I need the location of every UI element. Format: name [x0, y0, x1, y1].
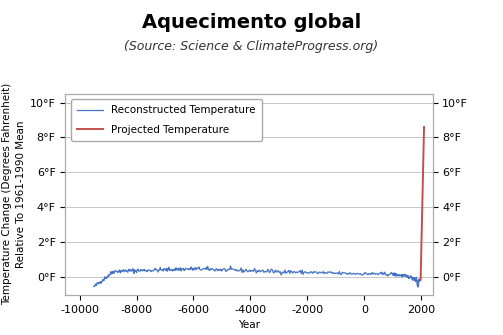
Projected Temperature	[417, 278, 424, 282]
Reconstructed Temperature	[177, 266, 183, 270]
Reconstructed Temperature	[417, 276, 424, 280]
Text: Aquecimento global: Aquecimento global	[142, 13, 361, 32]
Reconstructed Temperature	[411, 275, 417, 279]
Projected Temperature	[421, 125, 427, 129]
Line: Projected Temperature: Projected Temperature	[421, 127, 424, 280]
Reconstructed Temperature	[124, 270, 130, 274]
Reconstructed Temperature	[399, 273, 405, 277]
Reconstructed Temperature	[91, 284, 97, 288]
X-axis label: Year: Year	[238, 320, 260, 330]
Reconstructed Temperature	[397, 273, 403, 277]
Y-axis label: Temperature Change (Degrees Fahrenheit)
Relative To 1961-1990 Mean: Temperature Change (Degrees Fahrenheit) …	[3, 83, 26, 306]
Reconstructed Temperature	[99, 281, 105, 285]
Reconstructed Temperature	[227, 264, 233, 268]
Line: Reconstructed Temperature: Reconstructed Temperature	[94, 266, 421, 287]
Reconstructed Temperature	[415, 285, 421, 289]
Text: (Source: Science & ClimateProgress.org): (Source: Science & ClimateProgress.org)	[124, 40, 379, 53]
Legend: Reconstructed Temperature, Projected Temperature: Reconstructed Temperature, Projected Tem…	[70, 99, 262, 141]
